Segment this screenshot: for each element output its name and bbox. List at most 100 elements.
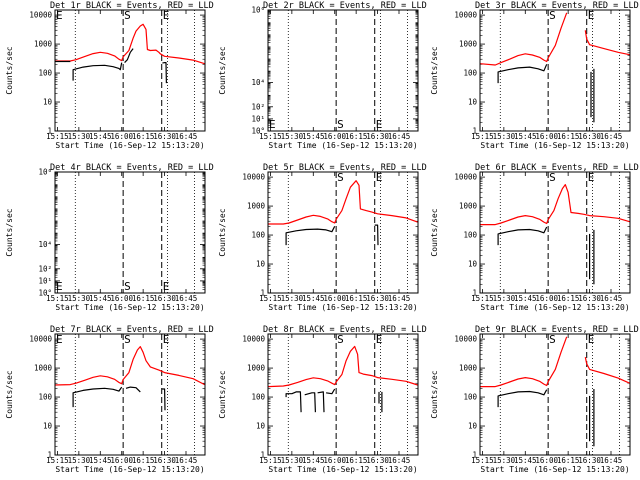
x-axis-label: Start Time (16-Sep-12 15:13:20) bbox=[55, 303, 204, 312]
plot-area bbox=[480, 184, 630, 285]
x-axis-label: Start Time (16-Sep-12 15:13:20) bbox=[268, 465, 417, 474]
marker-label-S: S bbox=[337, 333, 344, 346]
y-tick-label: 10000 bbox=[29, 335, 52, 344]
y-axis-label: Counts/sec bbox=[218, 208, 227, 256]
y-tick-label: 10⁴ bbox=[251, 78, 265, 87]
plot-frame bbox=[479, 9, 631, 132]
x-axis-label: Start Time (16-Sep-12 15:13:20) bbox=[268, 303, 417, 312]
lld-series-line bbox=[584, 356, 630, 384]
y-tick-label: 100 bbox=[251, 393, 265, 402]
y-axis-label: Counts/sec bbox=[218, 370, 227, 418]
x-tick-label: 15:15 bbox=[46, 456, 69, 465]
y-tick-label: 10000 bbox=[242, 335, 265, 344]
marker-label-E: E bbox=[376, 171, 383, 184]
lld-series-line bbox=[584, 30, 630, 56]
plot-frame bbox=[54, 171, 206, 294]
x-tick-label: 15:30 bbox=[281, 294, 304, 303]
marker-label-S: S bbox=[124, 280, 131, 293]
x-tick-label: 16:30 bbox=[153, 294, 176, 303]
marker-label-S: S bbox=[549, 9, 556, 22]
x-tick-label: 16:00 bbox=[110, 294, 133, 303]
plot-frame bbox=[267, 9, 419, 132]
marker-label-S: S bbox=[549, 333, 556, 346]
y-tick-label: 100 bbox=[38, 393, 52, 402]
events-series-line bbox=[161, 388, 166, 411]
y-tick-label: 1000 bbox=[247, 364, 266, 373]
plot-area bbox=[55, 23, 205, 84]
y-tick-label: 100 bbox=[38, 69, 52, 78]
x-axis-label: Start Time (16-Sep-12 15:13:20) bbox=[55, 465, 204, 474]
x-tick-label: 15:15 bbox=[259, 456, 282, 465]
y-tick-label: 10⁴ bbox=[38, 240, 52, 249]
y-tick-label: 10 bbox=[256, 422, 266, 431]
y-tick-label: 100 bbox=[463, 69, 477, 78]
marker-label-E: E bbox=[56, 9, 63, 22]
panel-title: Det 6r BLACK = Events, RED = LLD bbox=[475, 163, 639, 173]
x-tick-label: 16:00 bbox=[535, 132, 558, 141]
events-series-line bbox=[124, 48, 134, 64]
lld-series-line bbox=[268, 180, 418, 225]
y-tick-label: 10000 bbox=[29, 11, 52, 20]
plot-frame bbox=[479, 171, 631, 294]
y-tick-label: 1000 bbox=[34, 364, 53, 373]
x-tick-label: 15:30 bbox=[493, 294, 516, 303]
y-tick-label: 10° bbox=[38, 289, 52, 298]
x-tick-label: 15:45 bbox=[89, 132, 112, 141]
x-tick-label: 15:30 bbox=[281, 456, 304, 465]
y-tick-label: 1000 bbox=[459, 364, 478, 373]
y-tick-label: 1 bbox=[260, 451, 265, 460]
events-series-line bbox=[162, 61, 167, 84]
y-tick-label: 10 bbox=[468, 422, 478, 431]
plot-area bbox=[55, 346, 205, 411]
x-tick-label: 16:45 bbox=[388, 132, 411, 141]
marker-label-E: E bbox=[588, 333, 595, 346]
x-tick-label: 16:15 bbox=[132, 294, 155, 303]
panel-title: Det 2r BLACK = Events, RED = LLD bbox=[263, 1, 427, 11]
x-tick-label: 15:45 bbox=[302, 456, 325, 465]
panel-title: Det 8r BLACK = Events, RED = LLD bbox=[263, 325, 427, 335]
x-tick-label: 16:00 bbox=[110, 456, 133, 465]
plot-frame bbox=[479, 333, 631, 456]
panel-3: Det 3r BLACK = Events, RED = LLD Counts/s… bbox=[430, 1, 639, 150]
x-tick-label: 15:45 bbox=[89, 456, 112, 465]
y-tick-label: 100 bbox=[251, 231, 265, 240]
x-tick-label: 16:30 bbox=[153, 132, 176, 141]
x-tick-label: 16:00 bbox=[110, 132, 133, 141]
plot-area bbox=[268, 345, 418, 413]
panel-8: Det 8r BLACK = Events, RED = LLD Counts/s… bbox=[218, 325, 427, 474]
events-series-line bbox=[304, 392, 316, 413]
x-tick-label: 16:15 bbox=[132, 456, 155, 465]
marker-label-E: E bbox=[56, 280, 63, 293]
x-axis-label: Start Time (16-Sep-12 15:13:20) bbox=[480, 141, 629, 150]
x-tick-label: 16:15 bbox=[557, 294, 580, 303]
marker-label-S: S bbox=[124, 333, 131, 346]
x-tick-label: 16:30 bbox=[578, 294, 601, 303]
panel-title: Det 3r BLACK = Events, RED = LLD bbox=[475, 1, 639, 11]
lld-series-line bbox=[55, 23, 205, 65]
y-tick-label: 10 bbox=[43, 98, 53, 107]
lld-series-line bbox=[480, 12, 568, 66]
plot-frame bbox=[54, 333, 206, 456]
x-tick-label: 15:30 bbox=[281, 132, 304, 141]
x-tick-label: 16:00 bbox=[323, 132, 346, 141]
x-tick-label: 16:15 bbox=[557, 132, 580, 141]
events-series-line bbox=[72, 62, 123, 81]
y-tick-label: 1000 bbox=[459, 202, 478, 211]
y-tick-label: 10 bbox=[468, 98, 478, 107]
plot-frame bbox=[267, 171, 419, 294]
y-axis-label: Counts/sec bbox=[430, 46, 439, 94]
y-tick-label: 10² bbox=[251, 102, 265, 111]
y-axis-label: Counts/sec bbox=[430, 370, 439, 418]
y-tick-label: 1 bbox=[260, 289, 265, 298]
x-tick-label: 15:15 bbox=[471, 456, 494, 465]
x-tick-label: 16:00 bbox=[323, 294, 346, 303]
marker-label-E: E bbox=[163, 280, 170, 293]
y-tick-label: 10000 bbox=[454, 335, 477, 344]
x-axis-label: Start Time (16-Sep-12 15:13:20) bbox=[55, 141, 204, 150]
panel-title: Det 9r BLACK = Events, RED = LLD bbox=[475, 325, 639, 335]
x-tick-label: 15:15 bbox=[259, 132, 282, 141]
lld-series-line bbox=[480, 184, 630, 226]
x-tick-label: 15:30 bbox=[68, 132, 91, 141]
y-tick-label: 1 bbox=[47, 127, 52, 136]
